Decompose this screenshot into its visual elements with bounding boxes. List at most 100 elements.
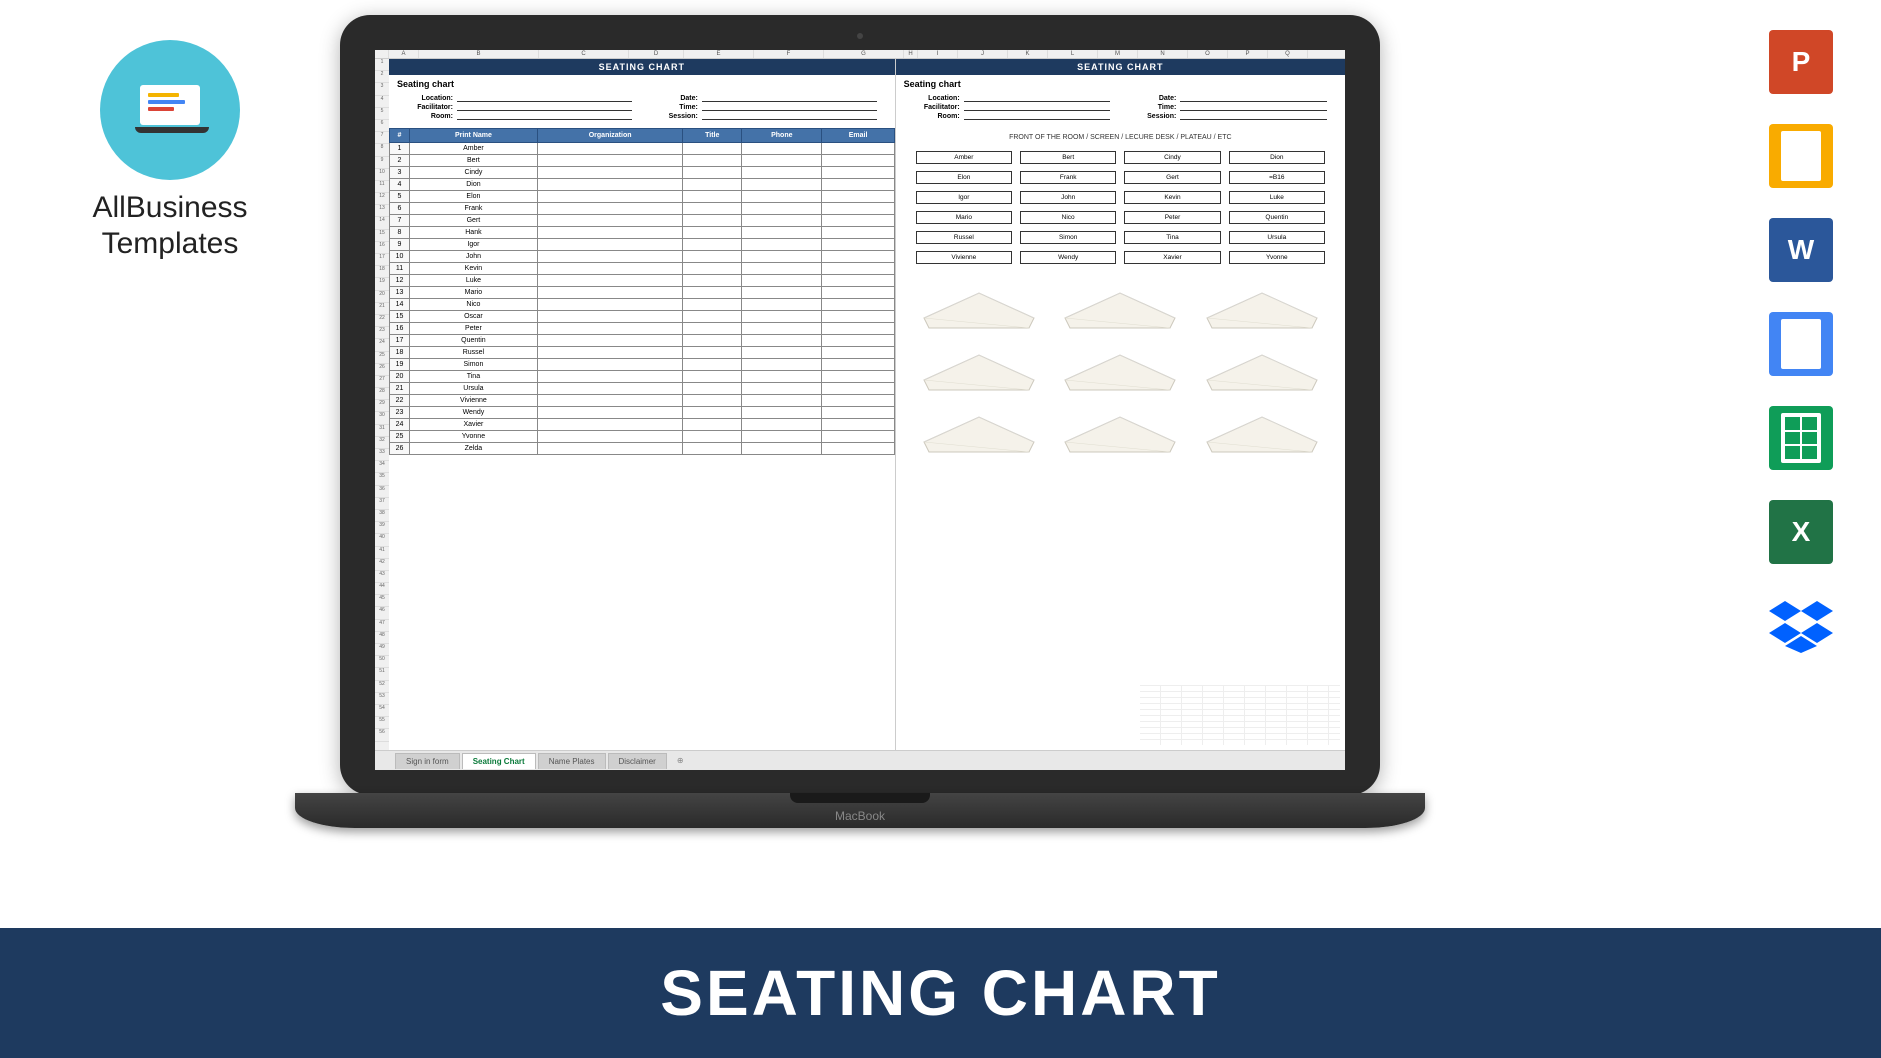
- right-panel: SEATING CHART Seating chart Location:Dat…: [896, 59, 1345, 750]
- table-row: 2Bert: [390, 155, 895, 167]
- seat-box: Mario: [916, 211, 1012, 224]
- logo-circle: [100, 40, 240, 180]
- table-header: #: [390, 129, 410, 143]
- title-bar-left: SEATING CHART: [389, 59, 895, 75]
- add-sheet-button[interactable]: ⊕: [669, 753, 692, 768]
- seat-box: Xavier: [1124, 251, 1220, 264]
- name-plate: [919, 345, 1039, 395]
- sheet-tabs: Sign in formSeating ChartName PlatesDisc…: [375, 750, 1345, 770]
- logo-text: AllBusinessTemplates: [60, 190, 280, 262]
- powerpoint-icon: P: [1769, 30, 1833, 94]
- table-header: Title: [683, 129, 742, 143]
- table-row: 15Oscar: [390, 311, 895, 323]
- table-row: 24Xavier: [390, 419, 895, 431]
- table-row: 16Peter: [390, 323, 895, 335]
- seat-box: Quentin: [1229, 211, 1325, 224]
- macbook-base: MacBook: [295, 793, 1425, 828]
- spreadsheet-screen: ABCDEFGHIJKLMNOPQ 1234567891011121314151…: [375, 50, 1345, 770]
- google-docs-icon: [1769, 312, 1833, 376]
- seat-box: Dion: [1229, 151, 1325, 164]
- table-header: Organization: [537, 129, 683, 143]
- table-row: 18Russel: [390, 347, 895, 359]
- table-row: 23Wendy: [390, 407, 895, 419]
- attendee-table: #Print NameOrganizationTitlePhoneEmail 1…: [389, 128, 895, 455]
- section-header-right: Seating chart: [896, 75, 1345, 93]
- left-panel: SEATING CHART Seating chart Location:Dat…: [389, 59, 896, 750]
- seat-box: Tina: [1124, 231, 1220, 244]
- seat-box: Nico: [1020, 211, 1116, 224]
- seat-box: Igor: [916, 191, 1012, 204]
- sheet-tab[interactable]: Seating Chart: [462, 753, 536, 769]
- seat-box: Vivienne: [916, 251, 1012, 264]
- seat-box: =B16: [1229, 171, 1325, 184]
- banner-text: SEATING CHART: [660, 956, 1220, 1030]
- table-row: 8Hank: [390, 227, 895, 239]
- table-row: 4Dion: [390, 179, 895, 191]
- title-bar-right: SEATING CHART: [896, 59, 1345, 75]
- table-header: Email: [822, 129, 894, 143]
- table-row: 5Elon: [390, 191, 895, 203]
- seat-box: Amber: [916, 151, 1012, 164]
- table-row: 3Cindy: [390, 167, 895, 179]
- table-row: 7Gert: [390, 215, 895, 227]
- dropbox-icon: [1769, 594, 1833, 658]
- brand-logo: AllBusinessTemplates: [60, 40, 280, 262]
- macbook-label: MacBook: [835, 809, 885, 823]
- sheet-tab[interactable]: Name Plates: [538, 753, 606, 769]
- section-header-left: Seating chart: [389, 75, 895, 93]
- table-row: 13Mario: [390, 287, 895, 299]
- seat-box: Yvonne: [1229, 251, 1325, 264]
- seat-box: Kevin: [1124, 191, 1220, 204]
- seat-box: Peter: [1124, 211, 1220, 224]
- laptop-icon: [135, 85, 205, 135]
- table-row: 26Zelda: [390, 443, 895, 455]
- google-slides-icon: [1769, 124, 1833, 188]
- table-row: 12Luke: [390, 275, 895, 287]
- name-plate: [1060, 345, 1180, 395]
- seat-box: Cindy: [1124, 151, 1220, 164]
- seat-box: Simon: [1020, 231, 1116, 244]
- google-sheets-icon: [1769, 406, 1833, 470]
- table-row: 22Vivienne: [390, 395, 895, 407]
- seat-box: John: [1020, 191, 1116, 204]
- table-row: 20Tina: [390, 371, 895, 383]
- camera-icon: [857, 33, 863, 39]
- row-numbers: 1234567891011121314151617181920212223242…: [375, 59, 389, 750]
- seat-box: Elon: [916, 171, 1012, 184]
- info-fields-left: Location:Date:Facilitator:Time:Room:Sess…: [389, 93, 895, 128]
- name-plate: [1060, 283, 1180, 333]
- seat-box: Wendy: [1020, 251, 1116, 264]
- table-row: 19Simon: [390, 359, 895, 371]
- seat-grid: Amber Bert Cindy Dion Elon Frank Gert =B16 Igor J…: [896, 147, 1345, 268]
- name-plate: [1060, 407, 1180, 457]
- table-row: 21Ursula: [390, 383, 895, 395]
- bottom-banner: SEATING CHART: [0, 928, 1881, 1058]
- seat-box: Ursula: [1229, 231, 1325, 244]
- word-icon: W: [1769, 218, 1833, 282]
- front-of-room-label: FRONT OF THE ROOM / SCREEN / LECURE DESK…: [896, 128, 1345, 147]
- column-headers: ABCDEFGHIJKLMNOPQ: [375, 50, 1345, 59]
- app-icons-column: P W X: [1761, 30, 1841, 658]
- name-plate: [1202, 345, 1322, 395]
- name-plate: [919, 283, 1039, 333]
- name-plate: [1202, 283, 1322, 333]
- table-row: 9Igor: [390, 239, 895, 251]
- mini-grid: [1140, 685, 1340, 745]
- macbook-mockup: ABCDEFGHIJKLMNOPQ 1234567891011121314151…: [340, 15, 1380, 905]
- sheet-tab[interactable]: Sign in form: [395, 753, 460, 769]
- seat-box: Russel: [916, 231, 1012, 244]
- excel-icon: X: [1769, 500, 1833, 564]
- table-header: Print Name: [410, 129, 538, 143]
- info-fields-right: Location:Date:Facilitator:Time:Room:Sess…: [896, 93, 1345, 128]
- table-row: 25Yvonne: [390, 431, 895, 443]
- seat-box: Frank: [1020, 171, 1116, 184]
- table-header: Phone: [742, 129, 822, 143]
- seat-box: Gert: [1124, 171, 1220, 184]
- table-row: 14Nico: [390, 299, 895, 311]
- sheet-tab[interactable]: Disclaimer: [608, 753, 667, 769]
- table-row: 6Frank: [390, 203, 895, 215]
- seat-box: Bert: [1020, 151, 1116, 164]
- name-plate: [919, 407, 1039, 457]
- table-row: 1Amber: [390, 143, 895, 155]
- name-plates-area: [896, 268, 1345, 472]
